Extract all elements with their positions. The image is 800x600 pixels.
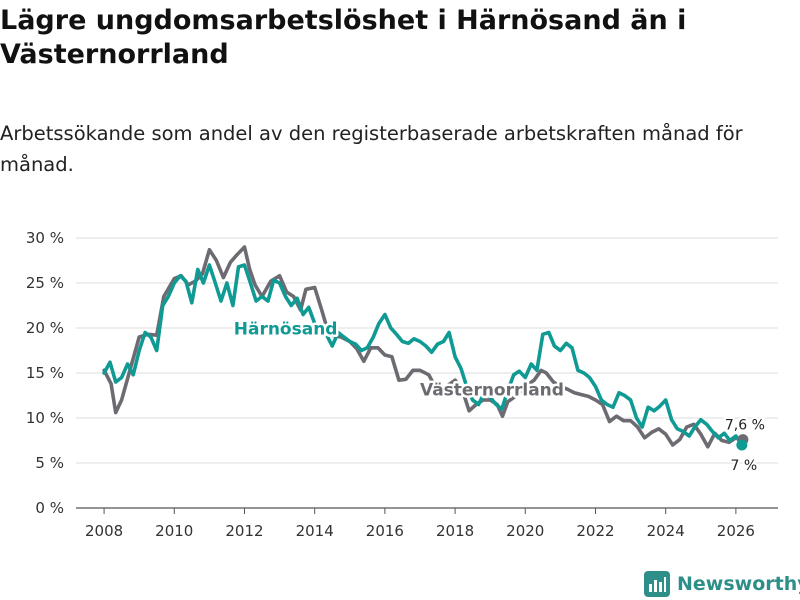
- y-tick-label: 15 %: [26, 364, 64, 382]
- harnosand-end-marker: [736, 439, 748, 451]
- x-tick-label: 2014: [296, 522, 334, 540]
- brand-name: Newsworthy: [677, 573, 800, 595]
- vasternorrland-line: [102, 245, 745, 449]
- y-tick-label: 10 %: [26, 409, 64, 427]
- x-tick-label: 2016: [366, 522, 404, 540]
- x-tick-label: 2010: [155, 522, 193, 540]
- axes: 0 % 5 % 10 % 15 % 20 % 25 % 30 % 2008 2010 2012 20…: [26, 229, 778, 540]
- vasternorrland-end-label: 7,6 %: [725, 418, 765, 434]
- y-tick-label: 0 %: [35, 499, 64, 517]
- gridlines: [76, 237, 778, 464]
- label-layer: Härnösand Västernorrland 7,6 % 7 %: [231, 317, 767, 476]
- x-tick-label: 2024: [647, 522, 685, 540]
- harnosand-end-label: 7 %: [731, 458, 758, 474]
- newsworthy-chart-icon: [644, 571, 670, 597]
- y-tick-label: 20 %: [26, 319, 64, 337]
- x-tick-label: 2018: [436, 522, 474, 540]
- x-tick-label: 2012: [225, 522, 263, 540]
- chart-subtitle: Arbetssökande som andel av den registerb…: [0, 122, 743, 176]
- x-tick-label: 2008: [85, 522, 123, 540]
- newsworthy-logo: Newsworthy: [644, 570, 800, 598]
- harnosand-line: [102, 263, 744, 447]
- y-tick-label: 5 %: [35, 454, 64, 472]
- y-tick-label: 25 %: [26, 274, 64, 292]
- y-tick-label: 30 %: [26, 229, 64, 247]
- x-tick-label: 2022: [576, 522, 614, 540]
- harnosand-series-label: Härnösand: [234, 319, 338, 339]
- x-tick-label: 2020: [506, 522, 544, 540]
- series-layer: [102, 245, 749, 451]
- x-tick-label: 2026: [717, 522, 755, 540]
- chart-title: Lägre ungdomsarbetslöshet i Härnösand än…: [0, 5, 687, 70]
- vasternorrland-series-label: Västernorrland: [420, 381, 564, 401]
